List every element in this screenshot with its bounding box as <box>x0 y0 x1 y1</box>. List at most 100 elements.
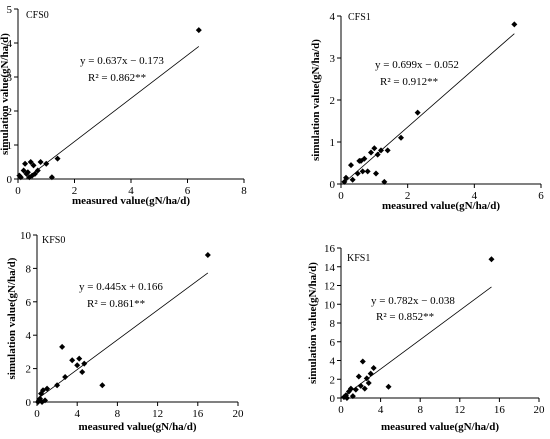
y-tick-label: 1 <box>7 140 13 152</box>
y-tick-label: 3 <box>7 72 13 84</box>
y-tick-label: 12 <box>324 281 335 293</box>
data-point <box>76 355 83 362</box>
data-point <box>74 362 81 369</box>
trend-line <box>342 33 515 185</box>
y-tick-label: 14 <box>324 262 336 274</box>
data-point <box>48 174 55 181</box>
data-point <box>357 382 364 389</box>
data-point <box>31 170 38 177</box>
x-tick-label: 8 <box>241 185 247 197</box>
x-tick-label: 16 <box>192 408 204 420</box>
data-point <box>81 360 88 367</box>
x-tick-label: 0 <box>338 190 344 202</box>
x-tick-label: 4 <box>378 404 384 416</box>
x-axis-title: measured value(gN/ha/d) <box>381 421 499 433</box>
data-point <box>22 160 29 167</box>
data-point <box>59 343 66 350</box>
x-tick-label: 20 <box>233 408 245 420</box>
data-point <box>343 174 349 181</box>
data-point <box>195 27 202 34</box>
panel-label: CFS0 <box>26 10 49 21</box>
data-point <box>378 147 384 154</box>
trend-line <box>26 46 200 179</box>
y-tick-label: 0 <box>330 393 336 405</box>
y-tick-label: 4 <box>330 356 336 368</box>
data-point <box>359 358 366 365</box>
data-point <box>347 385 354 392</box>
data-point <box>54 382 61 389</box>
data-point <box>30 162 37 169</box>
data-point <box>349 393 356 400</box>
data-point <box>373 170 379 177</box>
y-tick-label: 5 <box>7 4 13 16</box>
data-point <box>24 169 31 176</box>
data-point <box>371 145 378 152</box>
y-tick-label: 8 <box>330 318 336 330</box>
data-point <box>354 170 361 177</box>
r-squared-label: R² = 0.852** <box>376 311 434 323</box>
data-point <box>363 375 370 382</box>
regression-equation: y = 0.637x − 0.173 <box>80 55 164 67</box>
x-tick-label: 8 <box>417 404 423 416</box>
y-tick-label: 0 <box>26 397 32 409</box>
r-squared-label: R² = 0.861** <box>87 298 145 310</box>
y-tick-label: 8 <box>26 263 32 275</box>
data-point <box>385 383 392 390</box>
y-tick-label: 2 <box>26 364 32 376</box>
x-tick-label: 12 <box>152 408 163 420</box>
x-tick-label: 6 <box>185 185 191 197</box>
y-tick-label: 2 <box>330 95 336 107</box>
data-point <box>204 252 211 259</box>
x-tick-label: 0 <box>34 408 40 420</box>
y-tick-label: 0 <box>330 179 336 191</box>
r-squared-label: R² = 0.912** <box>380 76 438 88</box>
data-point <box>414 109 421 116</box>
data-point <box>355 373 362 380</box>
regression-equation: y = 0.445x + 0.166 <box>79 281 163 293</box>
data-point <box>99 382 106 389</box>
y-tick-label: 6 <box>330 337 336 349</box>
y-tick-label: 2 <box>330 374 336 386</box>
data-point <box>17 174 24 181</box>
y-tick-label: 4 <box>7 38 13 50</box>
y-tick-label: 10 <box>20 230 32 242</box>
x-tick-label: 4 <box>128 185 134 197</box>
data-point <box>343 395 350 401</box>
data-point <box>361 385 368 392</box>
y-axis-title: simulation value(gN/ha/d) <box>6 257 18 379</box>
y-tick-label: 6 <box>26 297 32 309</box>
data-point <box>62 373 69 380</box>
x-tick-label: 0 <box>338 404 344 416</box>
r-squared-label: R² = 0.862** <box>88 72 146 84</box>
panel-label: CFS1 <box>348 12 371 23</box>
y-tick-label: 1 <box>330 137 336 149</box>
x-tick-label: 6 <box>538 190 544 202</box>
data-point <box>364 168 371 175</box>
data-point <box>43 160 50 167</box>
regression-equation: y = 0.782x − 0.038 <box>371 295 455 307</box>
y-tick-label: 16 <box>324 243 336 255</box>
data-point <box>69 357 76 364</box>
data-point <box>359 168 366 175</box>
data-point <box>374 151 381 158</box>
x-tick-label: 20 <box>534 404 546 416</box>
data-point <box>368 149 374 156</box>
data-point <box>44 385 51 392</box>
data-point <box>488 256 495 263</box>
x-tick-label: 16 <box>494 404 506 416</box>
data-point <box>79 368 86 375</box>
data-point <box>352 386 359 393</box>
data-point <box>348 162 354 169</box>
x-tick-label: 12 <box>454 404 465 416</box>
panel-label: KFS0 <box>42 235 65 246</box>
x-tick-label: 4 <box>472 190 478 202</box>
data-point <box>370 365 377 371</box>
data-point <box>349 176 356 183</box>
data-point <box>367 370 374 377</box>
data-point <box>361 155 368 162</box>
y-axis-title: simulation value(gN/ha/d) <box>307 262 319 384</box>
data-point <box>365 380 372 386</box>
y-tick-label: 4 <box>330 11 336 23</box>
y-tick-label: 3 <box>330 53 336 65</box>
